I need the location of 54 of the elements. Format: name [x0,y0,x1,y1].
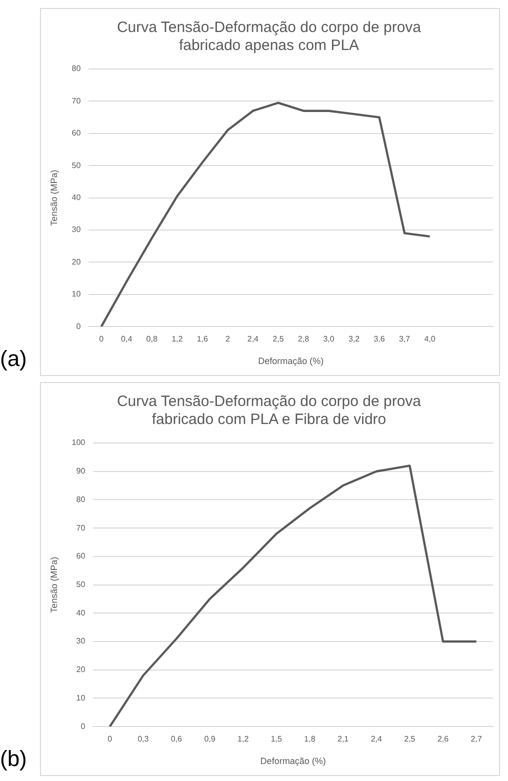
x-tick-label: 3,6 [374,334,386,344]
y-axis-title: Tensão (MPa) [48,556,59,613]
x-tick-label: 3,7 [398,334,411,344]
x-tick-label: 2,7 [470,734,482,744]
x-tick-label: 0 [108,734,113,744]
x-tick-label: 1,2 [172,334,184,344]
y-tick-label: 40 [72,193,82,202]
x-tick-label: 0 [99,334,104,344]
text: (b) [0,746,28,772]
x-tick-label: 3,0 [323,334,335,344]
y-axis-title: Tensão (MPa) [48,170,59,226]
y-tick-label: 20 [72,257,82,266]
y-tick-label: 10 [72,290,82,299]
y-tick-label: 0 [80,722,86,731]
y-tick-label: 80 [72,64,82,74]
x-tick-label: 1,5 [270,734,283,744]
x-tick-label: 0,8 [146,334,158,344]
text: (a) [0,346,28,372]
chart-title: Curva Tensão-Deformação do corpo de prova fabricado apenas com PLA [116,19,422,54]
chart-title: Curva Tensão-Deformação do corpo de prova fabricado com PLA e Fibra de vidro [116,393,422,428]
x-tick-label: 0,9 [204,734,216,744]
y-tick-label: 30 [76,636,86,646]
x-axis-title: Deformação (%) [260,756,326,766]
x-tick-label: 2,4 [247,334,260,344]
x-tick-label: 4,0 [424,334,436,344]
x-tick-label: 1,2 [238,734,250,744]
x-tick-label: 2,6 [437,734,450,744]
y-tick-label: 50 [72,160,82,170]
x-tick-label: 0,3 [138,734,150,744]
x-tick-label: 2,5 [404,734,416,744]
x-tick-label: 2,5 [272,334,284,344]
y-tick-label: 0 [76,322,82,331]
y-tick-label: 70 [72,96,82,106]
y-tick-label: 80 [76,494,86,504]
y-tick-label: 100 [72,438,86,448]
y-tick-label: 90 [76,466,86,476]
y-tick-label: 70 [76,523,86,532]
y-tick-label: 40 [76,608,86,618]
x-tick-label: 2,4 [370,734,382,744]
x-tick-label: 2,1 [337,734,350,744]
x-tick-label: 2 [225,334,230,344]
y-tick-label: 60 [76,552,86,561]
x-tick-label: 0,6 [170,734,183,744]
x-tick-label: 1,6 [196,334,209,344]
x-axis-title: Deformação (%) [258,356,324,366]
y-tick-label: 10 [76,693,86,702]
x-tick-label: 0,4 [121,334,133,344]
y-tick-label: 50 [76,580,86,590]
x-tick-label: 1,8 [304,734,316,744]
y-tick-label: 60 [72,128,82,138]
y-tick-label: 20 [76,665,86,674]
y-tick-label: 30 [72,225,82,234]
x-tick-label: 3,2 [348,334,360,344]
x-tick-label: 2,8 [298,334,310,344]
